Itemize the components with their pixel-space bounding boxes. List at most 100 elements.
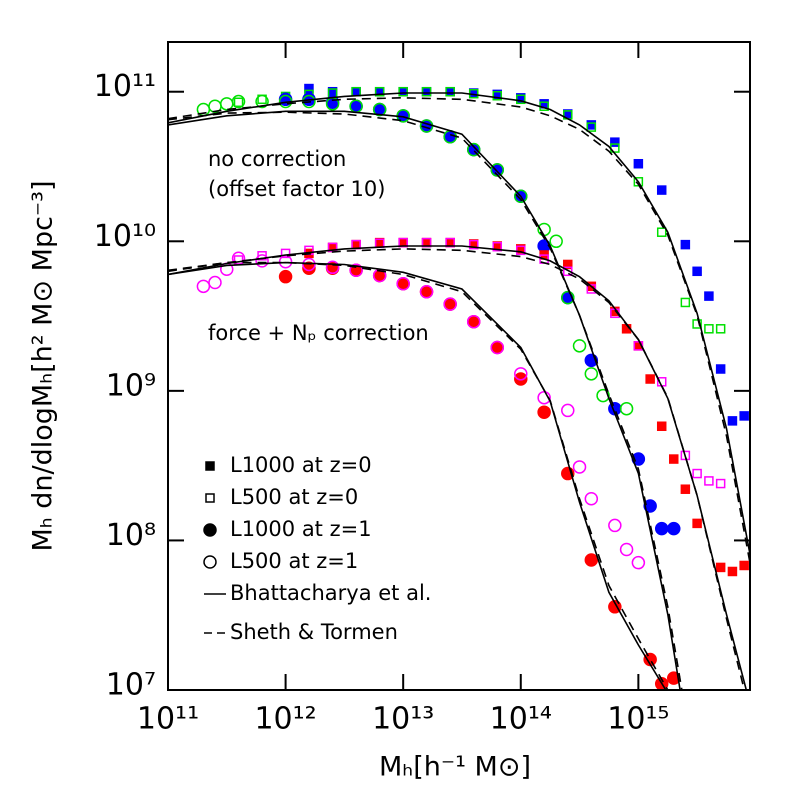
legend-label: L500 at z=1 <box>230 549 358 573</box>
point <box>372 102 387 117</box>
point <box>667 521 681 536</box>
point <box>586 120 597 130</box>
legend-label: L1000 at z=1 <box>230 517 372 541</box>
point <box>516 94 526 105</box>
point <box>704 324 714 334</box>
point <box>208 275 222 290</box>
x-tick-label: 10¹³ <box>372 702 434 737</box>
point <box>631 555 646 570</box>
point <box>680 484 691 494</box>
point <box>704 476 714 486</box>
point <box>255 94 269 109</box>
model-curve <box>168 92 750 556</box>
point <box>490 340 505 355</box>
legend-label: L1000 at z=0 <box>230 453 372 477</box>
point <box>561 290 575 305</box>
point <box>656 185 667 195</box>
annotation: no correction <box>208 147 346 171</box>
point <box>680 450 691 461</box>
point <box>584 491 599 506</box>
x-tick-label: 10¹⁴ <box>490 702 552 737</box>
point <box>680 297 691 308</box>
point <box>514 189 528 204</box>
point <box>516 245 526 256</box>
point <box>537 405 551 419</box>
legend-marker <box>203 555 217 569</box>
point <box>727 416 738 426</box>
point <box>302 94 316 109</box>
legend-label: Bhattacharya et al. <box>230 581 431 605</box>
point <box>669 454 679 464</box>
point <box>610 137 620 147</box>
point <box>302 257 316 272</box>
overlay: 10¹¹ 10¹² 10¹³ 10¹⁴ 10¹⁵ 10⁷ 10⁸ 10⁹ 10¹⁰ 10¹¹ L10… <box>94 42 750 737</box>
point <box>692 518 702 529</box>
point <box>654 521 669 536</box>
legend-label: Sheth & Tormen <box>230 620 398 644</box>
point <box>233 97 244 108</box>
model-curve <box>168 261 669 690</box>
annotation: force + Nₚ correction <box>208 321 429 345</box>
point <box>692 468 702 479</box>
point <box>715 562 726 573</box>
y-tick-label: 10⁹ <box>106 368 156 403</box>
point <box>572 339 587 353</box>
legend-marker <box>203 523 217 537</box>
x-axis-label: Mₕ[h⁻¹ M⊙] <box>379 752 531 783</box>
annotation: (offset factor 10) <box>208 177 385 201</box>
point <box>715 364 726 374</box>
point <box>445 86 455 97</box>
plot-area <box>168 83 750 690</box>
point <box>563 259 573 270</box>
model-curve <box>168 111 683 690</box>
point <box>645 374 655 384</box>
point <box>596 388 610 403</box>
model-curve <box>168 96 750 564</box>
point <box>739 411 749 421</box>
point <box>419 284 434 299</box>
point <box>398 86 408 97</box>
point <box>421 86 432 97</box>
y-tick-label: 10⁷ <box>106 668 156 703</box>
point <box>302 261 316 276</box>
point <box>445 86 455 97</box>
point <box>680 239 691 250</box>
y-tick-label: 10⁸ <box>106 518 156 553</box>
point <box>351 86 361 97</box>
legend-label: L500 at z=0 <box>230 485 358 509</box>
model-curve <box>168 110 681 690</box>
y-tick-label: 10¹⁰ <box>94 219 156 254</box>
point <box>739 560 749 571</box>
point <box>549 234 563 249</box>
point <box>196 279 211 294</box>
point <box>231 94 246 109</box>
point <box>563 266 573 277</box>
point <box>619 401 634 416</box>
point <box>584 553 599 567</box>
point <box>692 266 702 277</box>
point <box>398 86 408 97</box>
point <box>280 248 291 259</box>
point <box>561 403 575 418</box>
point <box>443 297 457 311</box>
legend-marker <box>205 461 215 471</box>
axes-frame <box>167 41 751 691</box>
point <box>325 260 340 275</box>
y-axis-label: Mₕ dn/dlogMₕ[h² M⊙ Mpc⁻³] <box>28 180 59 551</box>
point <box>304 83 314 94</box>
point <box>374 86 385 97</box>
point <box>466 142 481 157</box>
point <box>692 319 702 329</box>
point <box>421 86 432 97</box>
point <box>656 227 667 237</box>
model-curve <box>168 248 746 690</box>
point <box>608 518 622 533</box>
x-tick-label: 10¹² <box>254 702 316 737</box>
point <box>492 241 503 252</box>
point <box>656 421 667 431</box>
y-tick-label: 10¹¹ <box>94 69 156 104</box>
point <box>619 542 634 557</box>
point <box>572 460 587 474</box>
